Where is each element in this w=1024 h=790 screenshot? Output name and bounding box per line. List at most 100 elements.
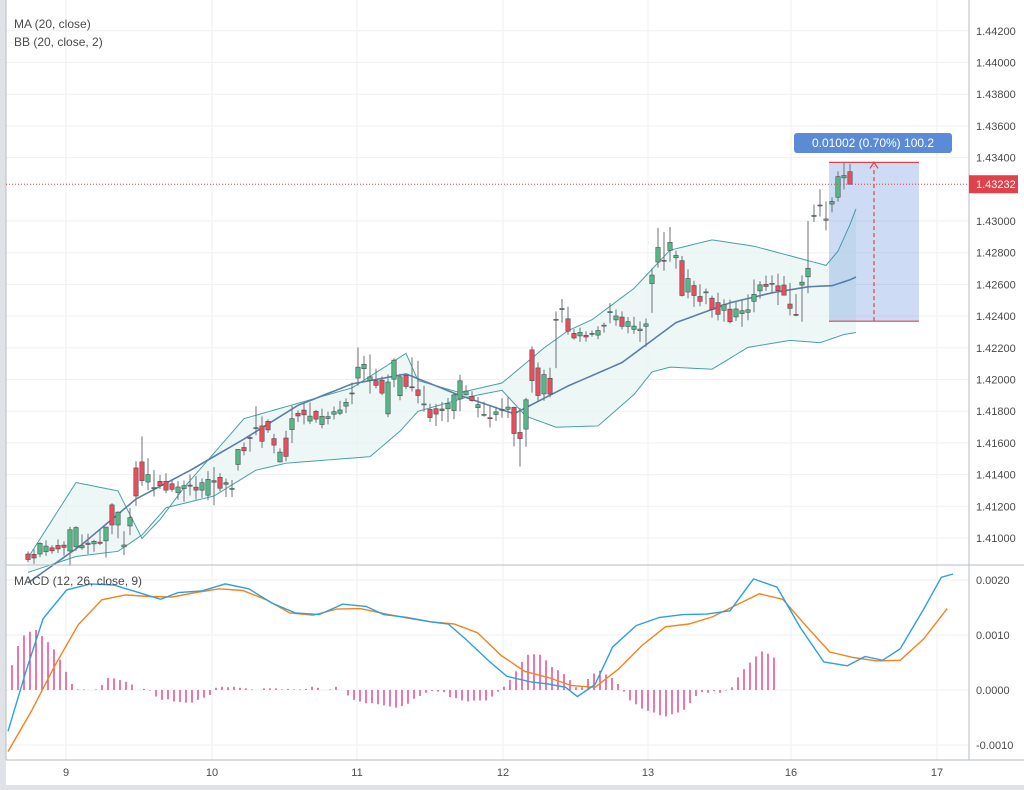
candle-body (415, 389, 421, 396)
candle-body (823, 218, 829, 221)
candle-body (361, 363, 367, 370)
candle-body (439, 408, 445, 411)
candle-body (373, 380, 379, 386)
candle-body (559, 308, 565, 310)
price-scale-background (969, 0, 1024, 760)
candle-body (79, 545, 85, 549)
candle-body (109, 504, 115, 526)
measure-arrow-head (869, 161, 879, 169)
price-tick-label: 1.41400 (976, 470, 1016, 482)
candle-body (181, 485, 187, 489)
candle-body (313, 411, 319, 420)
candle-body (745, 309, 751, 313)
candle-body (655, 247, 661, 263)
candle-body (847, 171, 853, 185)
candle-body (829, 201, 835, 205)
candle-body (781, 284, 787, 296)
price-tick-label: 1.43800 (976, 89, 1016, 101)
price-tick-label: 1.42600 (976, 279, 1016, 291)
candle-body (343, 402, 349, 407)
candle-body (673, 255, 679, 259)
candle-body (499, 408, 505, 411)
candle-body (469, 396, 475, 402)
time-tick-label: 10 (206, 767, 218, 779)
legend-bb[interactable]: BB (20, close, 2) (14, 35, 103, 49)
candle-body (379, 379, 385, 394)
candle-body (769, 282, 775, 285)
price-tick-label: 1.43400 (976, 153, 1016, 165)
macd-tick-label: 0.0000 (976, 685, 1010, 697)
candle-body (589, 333, 595, 335)
candle-body (757, 284, 763, 292)
price-tick-label: 1.42200 (976, 343, 1016, 355)
last-price-tag (969, 175, 1018, 194)
candle-body (43, 545, 49, 553)
candle-body (265, 421, 271, 431)
price-tick-label: 1.41800 (976, 406, 1016, 418)
candle-body (367, 376, 373, 381)
candle-body (619, 316, 625, 327)
candle-body (175, 486, 181, 493)
price-tick-label: 1.43000 (976, 216, 1016, 228)
candle-body (649, 274, 655, 284)
candle-body (433, 408, 439, 415)
candle-body (355, 366, 361, 379)
candlesticks (25, 161, 853, 566)
candle-body (73, 527, 79, 548)
price-tick-label: 1.41200 (976, 501, 1016, 513)
candle-body (103, 526, 109, 542)
candle-body (25, 553, 31, 560)
candle-body (457, 380, 463, 400)
legend-macd[interactable]: MACD (12, 26, close, 9) (14, 574, 142, 588)
candle-body (751, 294, 757, 302)
macd-tick-label: 0.0010 (976, 630, 1010, 642)
candle-body (763, 283, 769, 287)
candle-body (703, 291, 709, 294)
candle-body (787, 303, 793, 309)
bb-fill (28, 208, 856, 573)
legend-ma[interactable]: MA (20, close) (14, 17, 91, 31)
price-tick-label: 1.41600 (976, 438, 1016, 450)
candle-body (205, 479, 211, 496)
candle-body (91, 541, 97, 545)
candle-body (685, 278, 691, 293)
candle-body (733, 308, 739, 318)
candle-body (247, 437, 253, 439)
candle-body (421, 403, 427, 406)
candle-body (253, 427, 259, 429)
candle-body (121, 544, 127, 548)
candle-body (325, 416, 331, 419)
candle-body (553, 318, 559, 321)
price-tick-label: 1.44000 (976, 58, 1016, 70)
candle-body (799, 281, 805, 286)
candle-body (277, 451, 283, 463)
candle-body (49, 547, 55, 552)
candle-body (403, 375, 409, 387)
candle-body (505, 406, 511, 410)
candle-body (85, 542, 91, 545)
candle-body (199, 482, 205, 491)
candle-body (37, 543, 43, 555)
price-tick-label: 1.42000 (976, 375, 1016, 387)
candle-body (31, 554, 37, 559)
macd-signal-line (7, 588, 948, 752)
candle-body (517, 432, 523, 439)
time-tick-label: 9 (63, 767, 69, 779)
candle-body (481, 414, 487, 416)
candle-body (667, 242, 673, 251)
candle-body (835, 176, 841, 198)
measure-label: 0.01002 (0.70%) 100.2 (812, 136, 934, 150)
candle-body (331, 411, 337, 415)
last-price-label: 1.43232 (976, 179, 1016, 191)
candle-body (295, 412, 301, 417)
candle-body (583, 334, 589, 338)
candle-body (529, 349, 535, 381)
candle-body (97, 541, 103, 544)
candle-body (271, 438, 277, 446)
candle-body (145, 474, 151, 483)
candle-body (241, 447, 247, 452)
candle-body (463, 390, 469, 396)
candle-body (187, 484, 193, 487)
